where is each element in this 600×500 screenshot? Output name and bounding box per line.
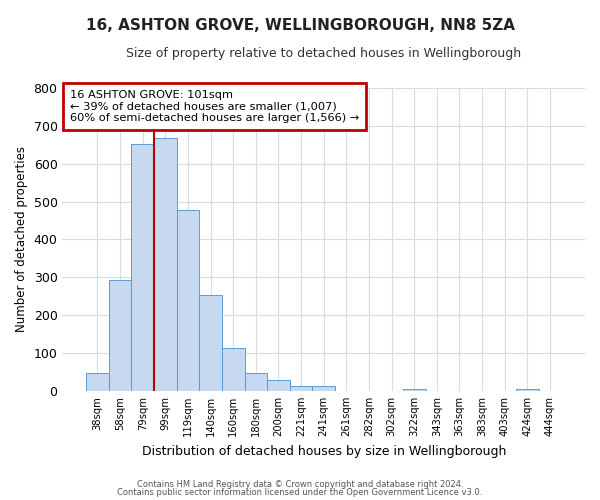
Bar (131, 144, 154, 391)
X-axis label: Distribution of detached houses by size in Wellingborough: Distribution of detached houses by size … (142, 444, 506, 458)
Bar (176, 210, 199, 391)
Bar (516, 389, 539, 391)
Bar (154, 138, 176, 391)
Text: Contains public sector information licensed under the Open Government Licence v3: Contains public sector information licen… (118, 488, 482, 497)
Bar (290, 386, 313, 391)
Text: Contains HM Land Registry data © Crown copyright and database right 2024.: Contains HM Land Registry data © Crown c… (137, 480, 463, 489)
Bar (199, 295, 222, 391)
Bar (313, 386, 335, 391)
Text: 16 ASHTON GROVE: 101sqm
← 39% of detached houses are smaller (1,007)
60% of semi: 16 ASHTON GROVE: 101sqm ← 39% of detache… (70, 90, 359, 123)
Title: Size of property relative to detached houses in Wellingborough: Size of property relative to detached ho… (126, 48, 521, 60)
Bar (109, 280, 131, 391)
Y-axis label: Number of detached properties: Number of detached properties (15, 146, 28, 332)
Bar (267, 380, 290, 391)
Bar (403, 389, 425, 391)
Bar (222, 348, 245, 391)
Bar (245, 373, 267, 391)
Text: 16, ASHTON GROVE, WELLINGBOROUGH, NN8 5ZA: 16, ASHTON GROVE, WELLINGBOROUGH, NN8 5Z… (86, 18, 515, 32)
Bar (86, 373, 109, 391)
